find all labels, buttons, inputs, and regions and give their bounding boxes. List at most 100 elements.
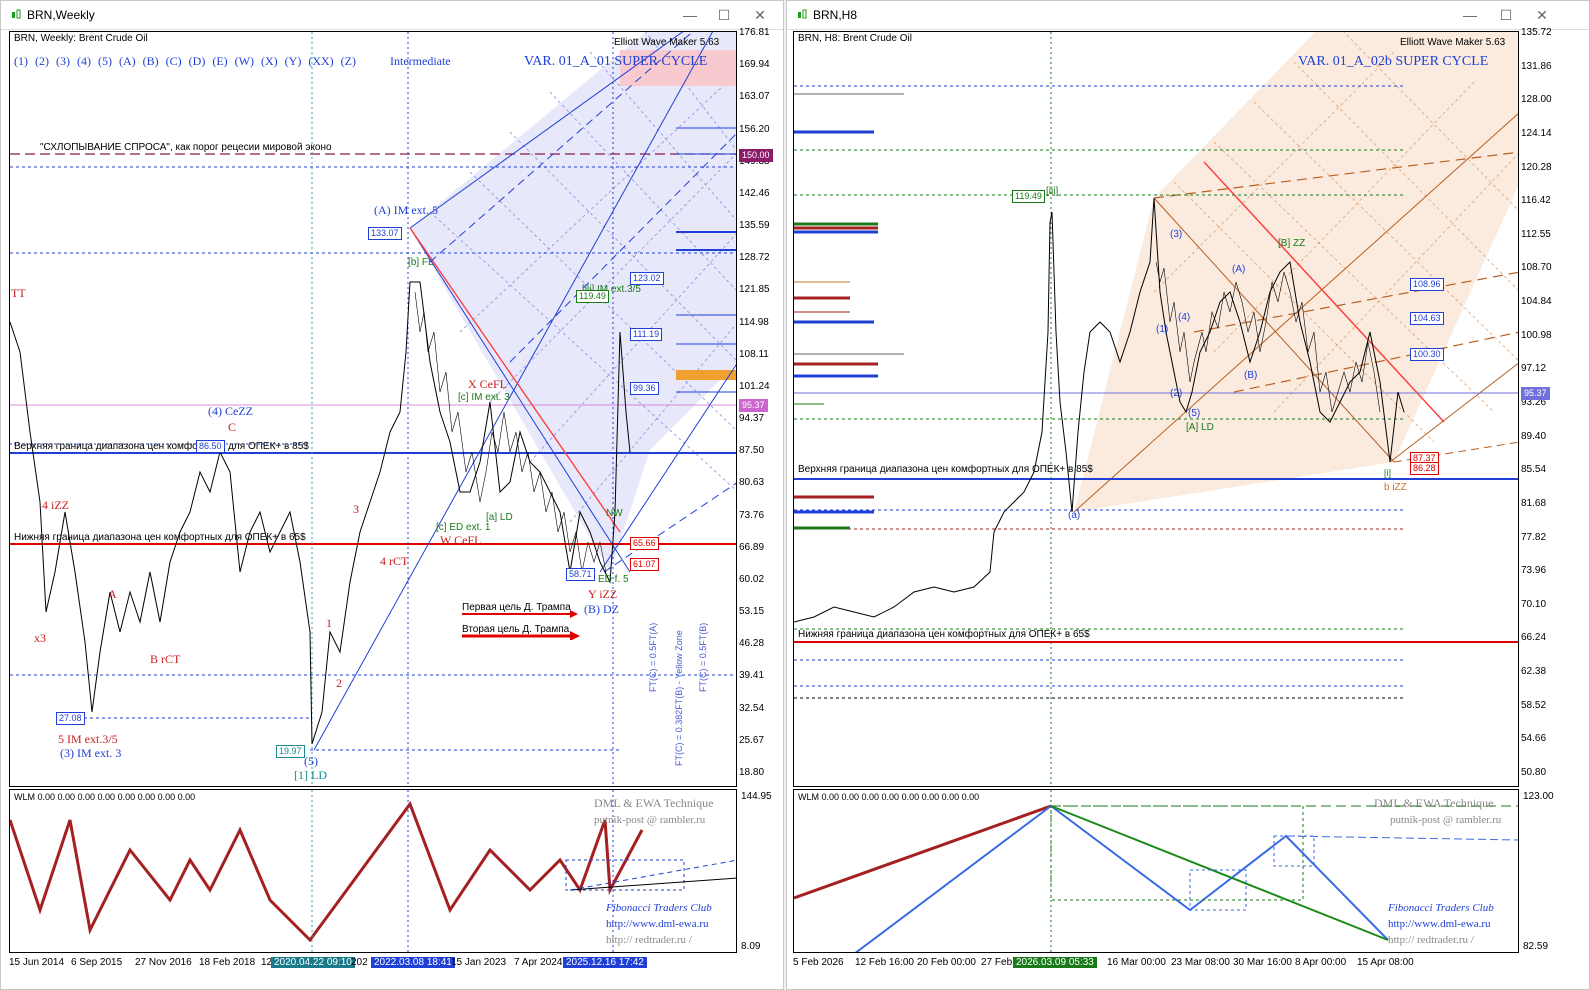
price-scale-tick: 163.07 (739, 91, 770, 103)
price-scale-tick: 135.59 (739, 220, 770, 232)
wave-buttons[interactable]: (1) (2) (3) (4) (5) (A) (B) (C) (D) (E) (W) (X) (Y) (… (14, 54, 363, 69)
site-1[interactable]: http://www.dml-ewa.ru (606, 918, 709, 930)
maximize-button-h8[interactable]: ☐ (1499, 7, 1513, 23)
wave-button[interactable]: (B) (142, 54, 159, 68)
wave-label-4-rct: 4 rCT (380, 554, 409, 568)
close-button-h8[interactable]: ✕ (1536, 7, 1548, 23)
xaxis-h8-2: 12 Feb 16:00 (855, 957, 914, 968)
wave-label-4-cezz: (4) CeZZ (208, 404, 253, 418)
weekly-price-plot[interactable]: BRN, Weekly: Brent Crude Oil Elliott Wav… (9, 31, 737, 787)
xaxis-3: 27 Nov 2016 (135, 957, 192, 968)
wave-label-4-izz: 4 iZZ (42, 498, 69, 512)
wave-label-2: 2 (336, 676, 342, 690)
wlm-top-h8: 123.00 (1523, 791, 1554, 802)
wave-label-a-im: (A) IM ext. 5 (374, 203, 438, 217)
wave-button[interactable]: (XX) (308, 54, 334, 68)
brand-label-h8: DML & EWA Technique (1374, 796, 1494, 810)
price-scale-tick: 58.52 (1521, 699, 1547, 711)
h8-chart-window[interactable]: BRN,H8 — ☐ ✕ (786, 0, 1590, 990)
wave-label-ed-f5: ED f. 5 (598, 574, 629, 585)
h8-price-plot[interactable]: BRN, H8: Brent Crude Oil Elliott Wave Ma… (793, 31, 1519, 787)
wave-label-1-ld: [1] LD (294, 768, 327, 782)
site-2[interactable]: http:// redtrader.ru / (606, 934, 692, 946)
wave-button[interactable]: (A) (119, 54, 136, 68)
wave-b-zz-h8: [B] ZZ (1278, 238, 1306, 249)
site-2-h8[interactable]: http:// redtrader.ru / (1388, 934, 1474, 946)
wave-label-y-izz: Y iZZ (588, 587, 618, 601)
weekly-wlm-indicator[interactable]: WLM 0.00 0.00 0.00 0.00 0.00 0.00 0.00 0… (9, 789, 737, 953)
xaxis-7: 15 Jan 2023 (451, 957, 507, 968)
title-bar-h8[interactable]: BRN,H8 — ☐ ✕ (787, 1, 1589, 30)
wave-button[interactable]: (X) (261, 54, 278, 68)
xaxis-4: 18 Feb 2018 (199, 957, 256, 968)
wave-label-a-ld: [a] LD (486, 512, 513, 523)
tag-100-h8: 100.30 (1410, 348, 1444, 361)
title-bar[interactable]: BRN,Weekly — ☐ ✕ (1, 1, 783, 30)
tag-123: 123.02 (630, 272, 664, 285)
price-scale-tick: 32.54 (739, 702, 765, 714)
wave-iii-h8: [iii] (1046, 186, 1059, 197)
wave-button[interactable]: (Y) (284, 54, 302, 68)
fib-club: Fibonacci Traders Club (606, 902, 712, 914)
wave-A-h8: (A) (1232, 264, 1246, 275)
h8-wlm-indicator[interactable]: WLM 0.00 0.00 0.00 0.00 0.00 0.00 0.00 0… (793, 789, 1519, 953)
price-scale-tick: 25.67 (739, 734, 765, 746)
tag-1997: 19.97 (276, 745, 305, 758)
price-scale-tick: 39.41 (739, 670, 765, 682)
site-1-h8[interactable]: http://www.dml-ewa.ru (1388, 918, 1491, 930)
trump-target-1: Первая цель Д. Трампа (462, 602, 571, 613)
wave-label-x3: x3 (34, 631, 46, 645)
h8-price-scale[interactable]: 135.72 131.86 128.00 124.14 120.28 116.42 112.… (1519, 27, 1589, 787)
wave-label-5-im: 5 IM ext.3/5 (58, 732, 118, 746)
wave-button[interactable]: (2) (35, 54, 49, 68)
wave-label-w-cefl: W CeFL (440, 533, 482, 547)
wave-button[interactable]: (D) (188, 54, 206, 68)
tag-119: 119.49 (576, 290, 609, 303)
wave-label-c-im: [c] IM ext. 3 (458, 392, 510, 403)
plugin-label: Elliott Wave Maker 5.63 (614, 37, 720, 48)
price-scale-tick: 93.26 (1521, 397, 1547, 408)
wave-button[interactable]: (5) (98, 54, 112, 68)
wave-button[interactable]: (Z) (340, 54, 356, 68)
tag-6107: 61.07 (630, 558, 659, 571)
xaxis-hl-1: 2020.04.22 09:10 (271, 957, 355, 968)
price-scale-tick: 77.82 (1521, 531, 1547, 543)
weekly-wlm-chart (10, 790, 736, 952)
wave-label-b-fl: [b] FL (408, 257, 434, 268)
wave-button[interactable]: (E) (212, 54, 228, 68)
tag-5871: 58.71 (566, 568, 595, 581)
xaxis-h8-4: 27 Feb (981, 957, 1013, 968)
scale-tag-150: 150.00 (739, 149, 773, 162)
price-scale-tick: 94.37 (739, 413, 765, 425)
wave-button[interactable]: (4) (77, 54, 91, 68)
wave-button[interactable]: (3) (56, 54, 70, 68)
wave-button[interactable]: (C) (165, 54, 182, 68)
price-scale-tick: 73.96 (1521, 565, 1547, 577)
price-scale-tick: 116.42 (1521, 195, 1551, 207)
tag-119-h8: 119.49 (1012, 190, 1045, 203)
price-scale-tick: 73.76 (739, 509, 765, 521)
chart-window-icon (12, 9, 21, 19)
price-scale-tick: 18.80 (739, 767, 765, 778)
minimize-button-h8[interactable]: — (1463, 7, 1477, 23)
price-scale-tick: 142.46 (739, 187, 770, 199)
degree-label[interactable]: Intermediate (390, 54, 451, 68)
maximize-button[interactable]: ☐ (717, 7, 731, 23)
wave-label-c-ed: [c] ED ext. 1 (436, 522, 491, 533)
wave-label-c: C (228, 420, 237, 434)
tag-2708: 27.08 (56, 712, 85, 725)
close-button[interactable]: ✕ (754, 7, 766, 23)
wave-label-1: 1 (326, 616, 332, 630)
xaxis-hl-2: 2022.03.08 18:41 (371, 957, 455, 968)
minimize-button[interactable]: — (683, 7, 697, 23)
price-scale-tick: 85.54 (1521, 464, 1547, 476)
wave-button[interactable]: (W) (234, 54, 254, 68)
weekly-chart-window[interactable]: BRN,Weekly — ☐ ✕ (0, 0, 784, 990)
weekly-price-chart (10, 32, 736, 786)
wlm-bottom-h8: 82.59 (1523, 941, 1549, 952)
price-scale-tick: 124.14 (1521, 127, 1552, 139)
xaxis-h8-6: 23 Mar 08:00 (1171, 957, 1230, 968)
wave-label-iii-im: [iii] IM ext.3/5 (582, 284, 641, 295)
wave-button[interactable]: (1) (14, 54, 28, 68)
price-scale-tick: 104.84 (1521, 296, 1552, 308)
